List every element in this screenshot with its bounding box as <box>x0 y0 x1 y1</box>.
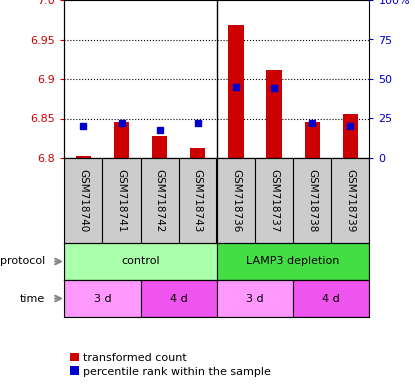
Text: GSM718743: GSM718743 <box>193 169 203 232</box>
Bar <box>76 156 91 158</box>
Text: 3 d: 3 d <box>246 293 264 303</box>
Bar <box>217 280 293 317</box>
Bar <box>266 70 282 158</box>
Text: time: time <box>20 293 45 303</box>
Text: 4 d: 4 d <box>322 293 340 303</box>
Bar <box>141 280 217 317</box>
Bar <box>114 122 129 158</box>
Text: GSM718737: GSM718737 <box>269 169 279 232</box>
Text: GSM718742: GSM718742 <box>155 169 165 232</box>
Bar <box>228 25 244 158</box>
Text: protocol: protocol <box>0 257 45 266</box>
Bar <box>152 136 167 158</box>
Text: LAMP3 depletion: LAMP3 depletion <box>247 257 340 266</box>
Bar <box>343 114 358 158</box>
Text: GSM718739: GSM718739 <box>345 169 355 232</box>
Legend: transformed count, percentile rank within the sample: transformed count, percentile rank withi… <box>70 353 271 377</box>
Bar <box>293 280 369 317</box>
Text: GSM718740: GSM718740 <box>78 169 88 232</box>
Bar <box>64 243 217 280</box>
Text: GSM718738: GSM718738 <box>307 169 317 232</box>
Bar <box>305 122 320 158</box>
Text: control: control <box>121 257 160 266</box>
Bar <box>190 148 205 158</box>
Bar <box>217 243 369 280</box>
Text: GSM718741: GSM718741 <box>117 169 127 232</box>
Text: 3 d: 3 d <box>94 293 111 303</box>
Bar <box>64 280 141 317</box>
Text: GSM718736: GSM718736 <box>231 169 241 232</box>
Text: 4 d: 4 d <box>170 293 188 303</box>
